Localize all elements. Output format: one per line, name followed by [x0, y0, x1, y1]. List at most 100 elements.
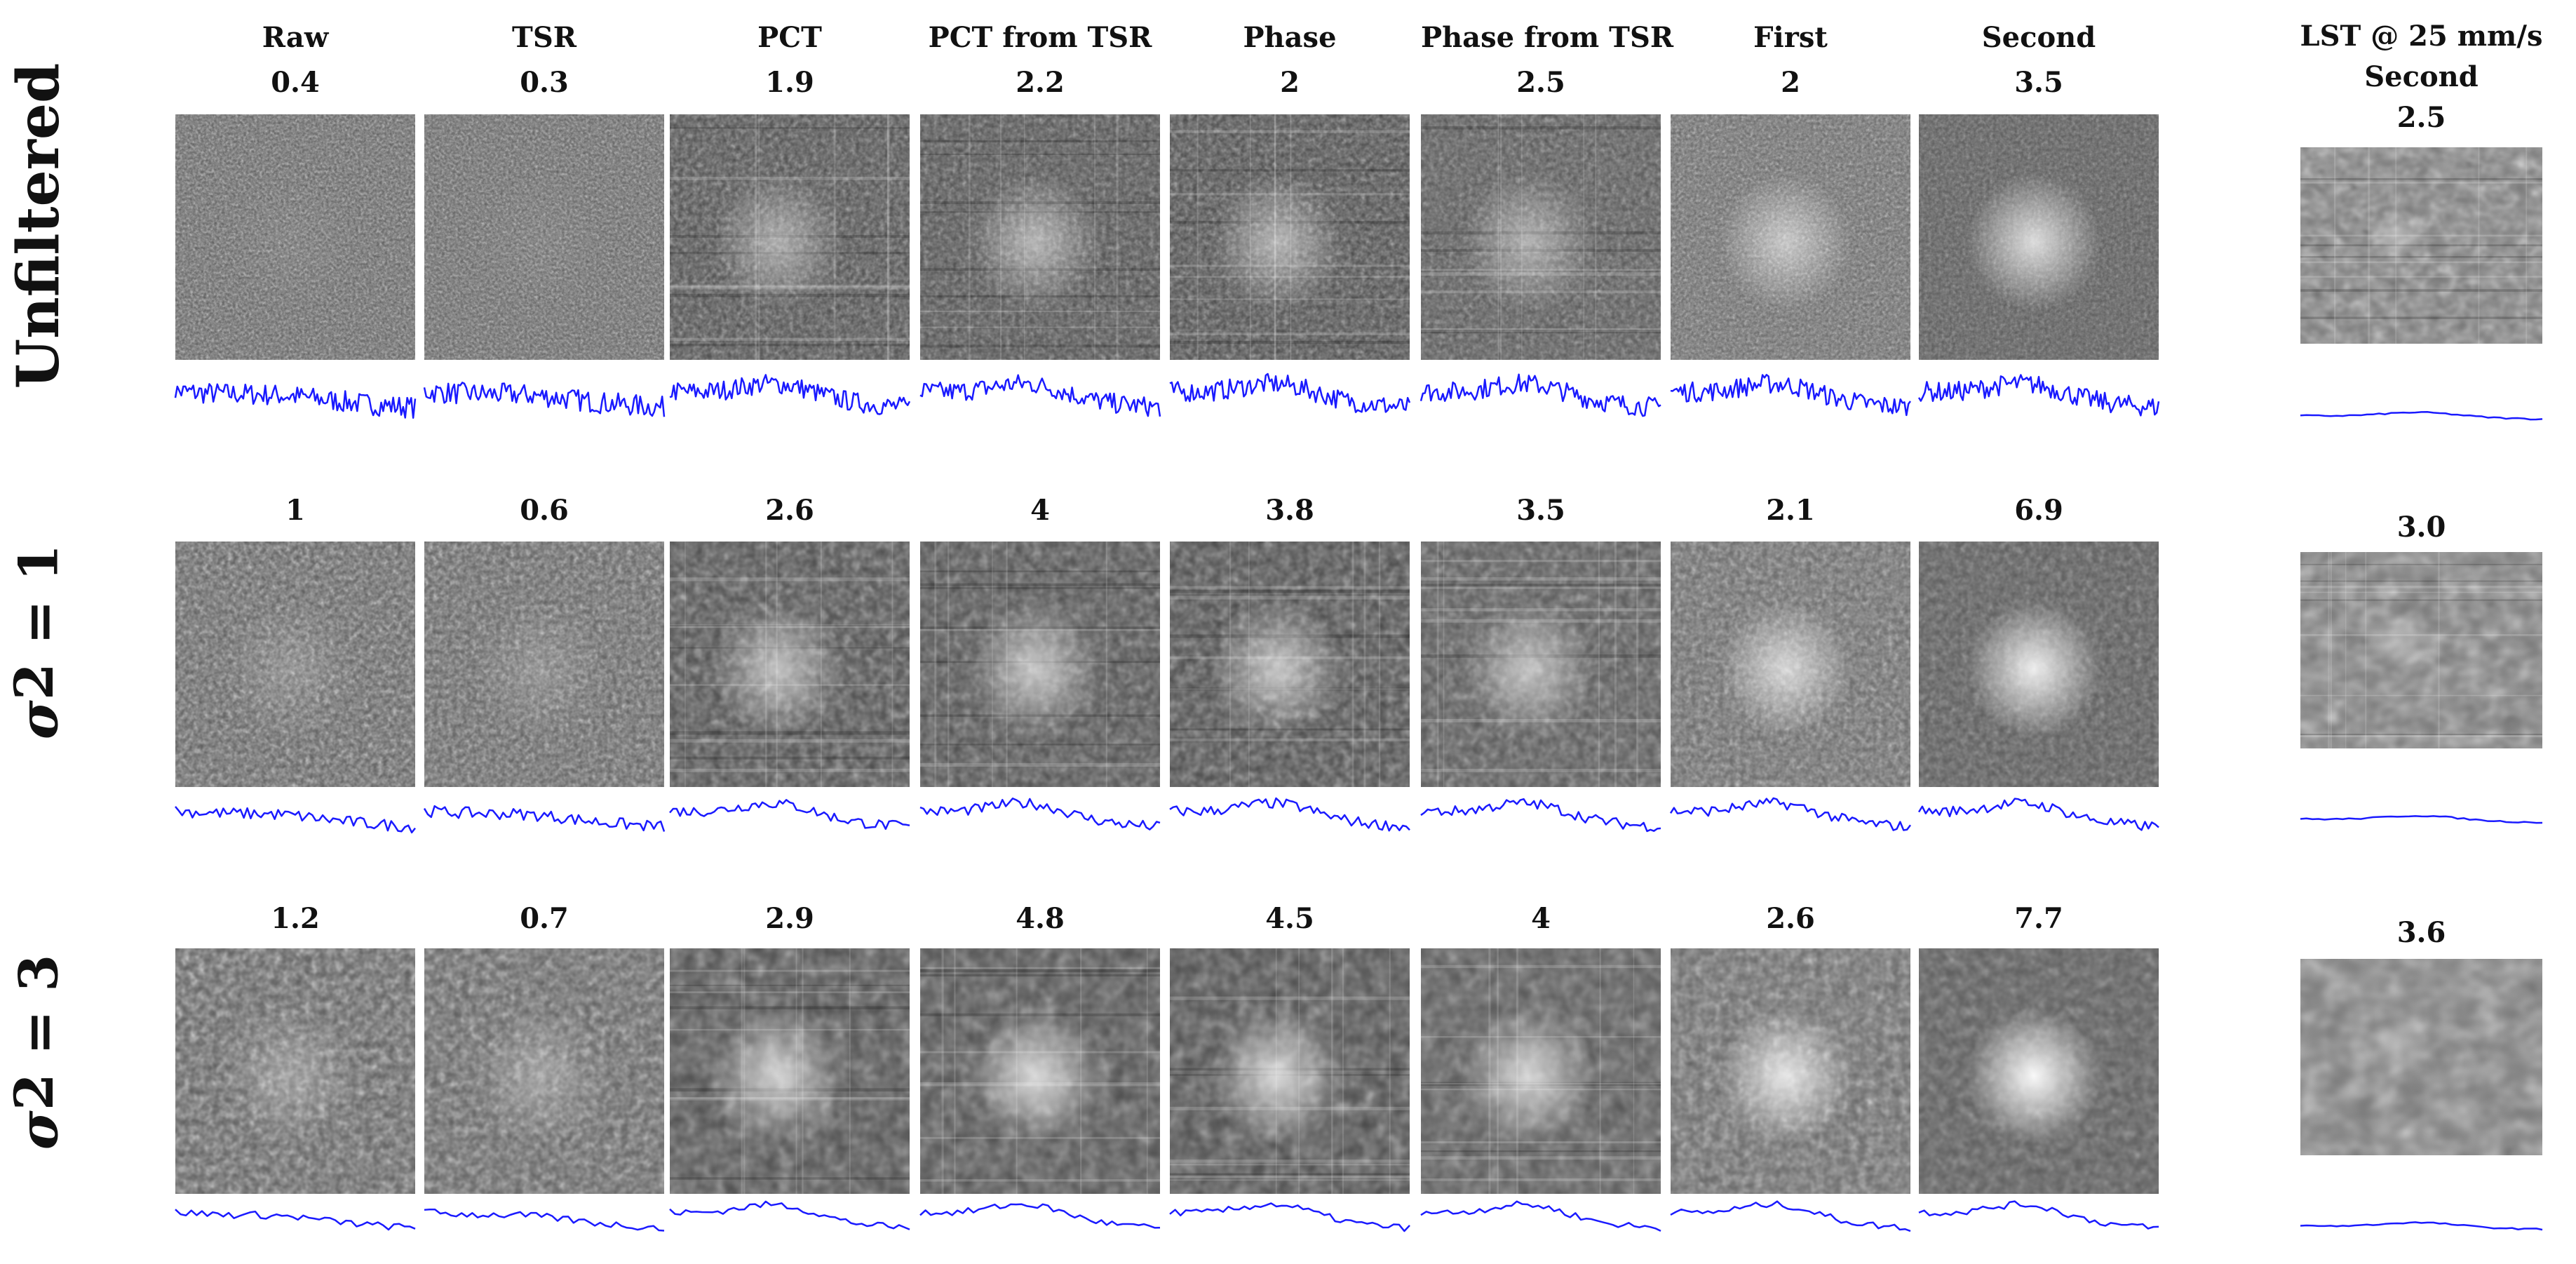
row-label-unfiltered: Unfiltered — [5, 63, 72, 389]
score-sigma1-phase: 3.8 — [1265, 494, 1314, 527]
lst-profile-sigma1 — [2300, 800, 2542, 835]
sigma-value: = 1 — [7, 544, 70, 664]
profile-sigma1-pct_tsr — [920, 786, 1160, 852]
column-header-pct_tsr: PCT from TSR — [928, 21, 1152, 54]
sigma-power: 2 — [3, 1073, 66, 1111]
profile-sigma3-phase_tsr — [1421, 1187, 1661, 1253]
thermogram-sigma1-first — [1671, 542, 1910, 787]
column-header-phase: Phase — [1243, 21, 1337, 54]
thermogram-sigma1-pct — [670, 542, 910, 787]
thermogram-sigma1-raw — [175, 542, 415, 787]
column-header-second: Second — [1981, 21, 2096, 54]
thermogram-sigma3-second — [1919, 948, 2159, 1194]
lst-score-sigma1: 3.0 — [2396, 511, 2446, 544]
profile-sigma1-phase_tsr — [1421, 786, 1661, 852]
profile-sigma1-pct — [670, 786, 910, 852]
profile-sigma3-second — [1919, 1187, 2159, 1253]
thermogram-sigma3-first — [1671, 948, 1910, 1194]
column-header-first: First — [1753, 21, 1828, 54]
profile-unfiltered-phase — [1170, 366, 1410, 433]
profile-unfiltered-first — [1671, 366, 1910, 433]
profile-sigma3-pct — [670, 1187, 910, 1253]
profile-sigma3-phase — [1170, 1187, 1410, 1253]
score-unfiltered-tsr: 0.3 — [520, 66, 569, 99]
profile-sigma3-first — [1671, 1187, 1910, 1253]
profile-sigma1-phase — [1170, 786, 1410, 852]
profile-sigma1-tsr — [424, 786, 664, 852]
thermogram-sigma1-phase — [1170, 542, 1410, 787]
thermogram-sigma3-phase_tsr — [1421, 948, 1661, 1194]
score-sigma3-phase: 4.5 — [1265, 902, 1314, 935]
score-sigma1-pct: 2.6 — [765, 494, 814, 527]
profile-sigma3-raw — [175, 1187, 415, 1253]
sigma-value: = 3 — [7, 954, 70, 1074]
score-sigma1-first: 2.1 — [1766, 494, 1815, 527]
score-unfiltered-phase: 2 — [1280, 66, 1300, 99]
thermogram-sigma3-pct — [670, 948, 910, 1194]
thermogram-unfiltered-tsr — [424, 114, 664, 360]
profile-sigma3-pct_tsr — [920, 1187, 1160, 1253]
profile-unfiltered-second — [1919, 366, 2159, 433]
thermogram-unfiltered-phase_tsr — [1421, 114, 1661, 360]
score-sigma1-pct_tsr: 4 — [1030, 494, 1050, 527]
lst-header-line2: Second — [2364, 60, 2479, 93]
lst-thermogram-sigma3 — [2300, 959, 2542, 1155]
lst-score-sigma3: 3.6 — [2396, 916, 2446, 949]
score-unfiltered-phase_tsr: 2.5 — [1516, 66, 1565, 99]
score-sigma1-phase_tsr: 3.5 — [1516, 494, 1565, 527]
thermogram-sigma3-raw — [175, 948, 415, 1194]
lst-thermogram-sigma1 — [2300, 552, 2542, 748]
thermogram-sigma3-tsr — [424, 948, 664, 1194]
thermogram-unfiltered-second — [1919, 114, 2159, 360]
thermogram-unfiltered-phase — [1170, 114, 1410, 360]
profile-sigma1-raw — [175, 786, 415, 852]
thermogram-sigma1-phase_tsr — [1421, 542, 1661, 787]
score-sigma3-phase_tsr: 4 — [1531, 902, 1551, 935]
thermogram-sigma3-pct_tsr — [920, 948, 1160, 1194]
sigma-symbol: σ — [7, 700, 70, 740]
profile-unfiltered-pct_tsr — [920, 366, 1160, 433]
thermogram-sigma1-pct_tsr — [920, 542, 1160, 787]
score-sigma3-pct: 2.9 — [765, 902, 814, 935]
score-sigma3-tsr: 0.7 — [520, 902, 569, 935]
column-header-tsr: TSR — [512, 21, 576, 54]
thermogram-sigma1-second — [1919, 542, 2159, 787]
row-label-text: Unfiltered — [5, 62, 72, 389]
thermogram-sigma1-tsr — [424, 542, 664, 787]
score-sigma1-second: 6.9 — [2014, 494, 2063, 527]
thermogram-unfiltered-first — [1671, 114, 1910, 360]
score-unfiltered-pct: 1.9 — [765, 66, 814, 99]
thermogram-unfiltered-pct — [670, 114, 910, 360]
profile-sigma3-tsr — [424, 1187, 664, 1253]
lst-profile-unfiltered — [2300, 396, 2542, 431]
column-header-raw: Raw — [262, 21, 329, 54]
score-sigma3-raw: 1.2 — [271, 902, 320, 935]
profile-unfiltered-raw — [175, 366, 415, 433]
score-sigma3-second: 7.7 — [2014, 902, 2063, 935]
sigma-symbol: σ — [7, 1110, 70, 1150]
score-sigma1-raw: 1 — [285, 494, 305, 527]
score-unfiltered-second: 3.5 — [2014, 66, 2063, 99]
profile-unfiltered-phase_tsr — [1421, 366, 1661, 433]
score-sigma3-pct_tsr: 4.8 — [1016, 902, 1065, 935]
thermogram-sigma3-phase — [1170, 948, 1410, 1194]
score-unfiltered-pct_tsr: 2.2 — [1016, 66, 1065, 99]
lst-profile-sigma3 — [2300, 1206, 2542, 1242]
score-unfiltered-first: 2 — [1781, 66, 1800, 99]
row-label-sigma1: σ2 = 1 — [3, 544, 70, 740]
sigma-power: 2 — [3, 663, 66, 701]
lst-header-line1: LST @ 25 mm/s — [2300, 20, 2543, 53]
lst-score-unfiltered: 2.5 — [2396, 101, 2446, 134]
profile-sigma1-second — [1919, 786, 2159, 852]
score-sigma1-tsr: 0.6 — [520, 494, 569, 527]
profile-unfiltered-tsr — [424, 366, 664, 433]
column-header-pct: PCT — [757, 21, 822, 54]
profile-sigma1-first — [1671, 786, 1910, 852]
lst-thermogram-unfiltered — [2300, 147, 2542, 344]
thermogram-unfiltered-pct_tsr — [920, 114, 1160, 360]
score-sigma3-first: 2.6 — [1766, 902, 1815, 935]
score-unfiltered-raw: 0.4 — [271, 66, 320, 99]
row-label-sigma3: σ2 = 3 — [3, 954, 70, 1150]
thermogram-unfiltered-raw — [175, 114, 415, 360]
